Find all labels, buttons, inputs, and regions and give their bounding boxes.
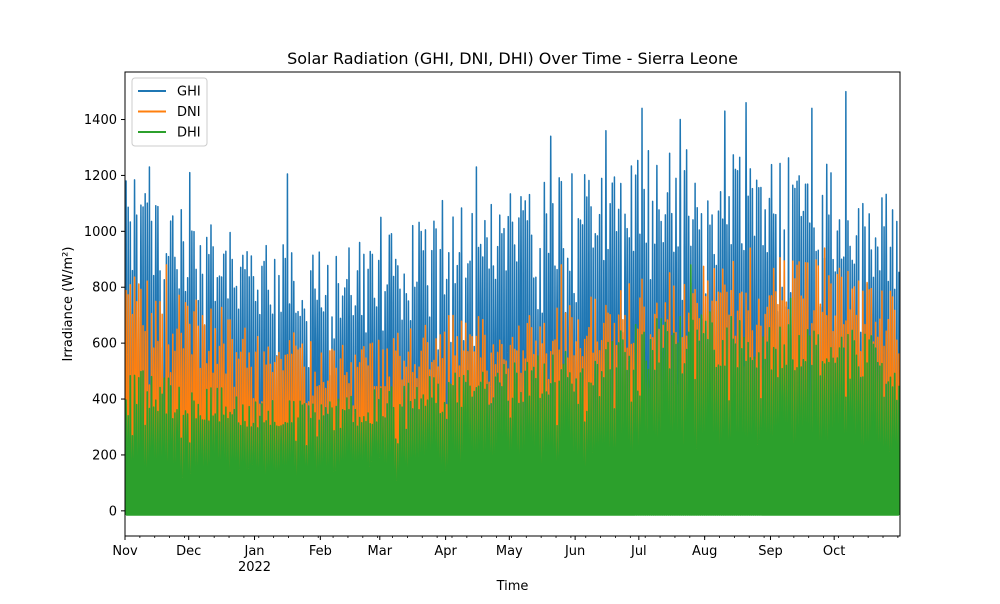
- legend-label-dni: DNI: [177, 105, 201, 120]
- y-tick-label: 1400: [84, 113, 117, 128]
- series-layer: [125, 90, 900, 516]
- chart-title: Solar Radiation (GHI, DNI, DHI) Over Tim…: [287, 49, 738, 68]
- y-axis-label: Irradiance (W/m²): [61, 247, 76, 362]
- x-tick-sublabel: 2022: [238, 560, 271, 575]
- legend-label-ghi: GHI: [177, 85, 201, 100]
- y-tick-label: 600: [92, 337, 117, 352]
- x-tick-label: Feb: [309, 544, 332, 559]
- legend: GHI DNI DHI: [131, 77, 208, 147]
- x-tick-label: Jun: [564, 544, 585, 559]
- x-tick-label: Mar: [368, 544, 393, 559]
- y-tick-label: 400: [92, 393, 117, 408]
- y-tick-label: 0: [109, 504, 117, 519]
- x-tick-label: Jul: [630, 544, 647, 559]
- x-tick-label: Aug: [692, 544, 717, 559]
- legend-box: [131, 77, 208, 147]
- y-axis: 0 200 400 600 800 1000 1200 1400: [84, 113, 125, 519]
- y-tick-label: 800: [92, 281, 117, 296]
- x-tick-label: Sep: [758, 544, 783, 559]
- x-axis-label: Time: [496, 579, 529, 594]
- y-tick-label: 1200: [84, 169, 117, 184]
- x-tick-label: May: [496, 544, 523, 559]
- legend-label-dhi: DHI: [177, 126, 201, 141]
- x-tick-label: Jan: [243, 544, 264, 559]
- x-tick-label: Dec: [176, 544, 201, 559]
- plot-area: [124, 71, 901, 537]
- x-tick-label: Nov: [112, 544, 138, 559]
- y-tick-label: 200: [92, 448, 117, 463]
- y-tick-label: 1000: [84, 225, 117, 240]
- series-line-dhi: [125, 264, 900, 516]
- x-tick-label: Oct: [823, 544, 845, 559]
- plot-frame: [124, 71, 901, 537]
- x-tick-label: Apr: [434, 544, 457, 559]
